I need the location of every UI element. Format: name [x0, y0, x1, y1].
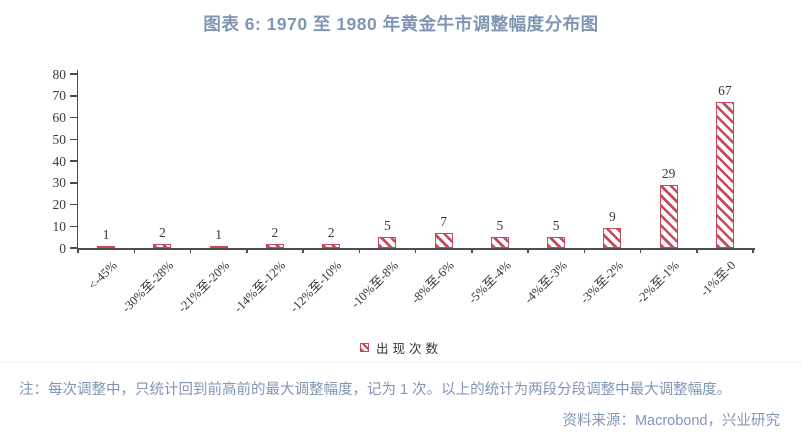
bar-value-label: 1 — [215, 226, 222, 242]
y-axis-tick — [70, 138, 78, 140]
bar — [490, 237, 509, 248]
note-text: 注：每次调整中，只统计回到前高前的最大调整幅度，记为 1 次。以上的统计为两段分… — [19, 382, 732, 398]
x-axis-label: -10%至-8% — [348, 258, 401, 311]
y-tick-label: 60 — [52, 110, 67, 125]
bar — [265, 243, 284, 248]
y-tick-label: 20 — [52, 197, 67, 212]
bar — [97, 245, 116, 248]
bar — [434, 232, 453, 248]
chart-title: 图表 6: 1970 至 1980 年黄金牛市调整幅度分布图 — [203, 14, 599, 34]
section-divider — [0, 362, 802, 363]
x-axis-tick — [133, 248, 135, 253]
x-axis-label: -3%至-2% — [577, 258, 626, 307]
x-axis-label: <-45% — [85, 258, 120, 293]
x-axis-tick — [527, 248, 529, 253]
y-axis-tick — [70, 225, 78, 227]
bar — [603, 228, 622, 248]
bar-value-label: 5 — [496, 218, 504, 234]
y-axis-tick — [70, 247, 78, 249]
bar — [547, 237, 566, 248]
y-axis-tick — [70, 116, 78, 119]
x-axis-label: -2%至-1% — [634, 258, 683, 307]
y-tick-label: 40 — [52, 153, 67, 169]
bar-value-label: 2 — [159, 224, 166, 240]
x-axis-tick — [77, 248, 79, 253]
x-axis-label: -5%至-4% — [465, 258, 514, 307]
bar — [153, 243, 172, 248]
y-tick-label: 0 — [59, 240, 66, 256]
x-axis-tick — [302, 248, 304, 253]
x-axis-tick — [583, 248, 585, 253]
legend: 出现次数 — [0, 338, 802, 357]
bar-value-label: 1 — [102, 226, 110, 242]
x-axis-label: -12%至-10% — [287, 258, 345, 316]
legend-hatched-square-icon — [359, 343, 369, 352]
y-tick-label: 80 — [52, 66, 67, 82]
source-text: 资料来源：Macrobond，兴业研究 — [562, 413, 780, 429]
bar-value-label: 9 — [609, 209, 616, 225]
y-tick-label: 70 — [52, 88, 67, 104]
x-axis-tick — [358, 248, 360, 253]
y-axis-tick — [70, 95, 78, 97]
bar-value-label: 2 — [271, 224, 279, 240]
y-tick-label: 50 — [52, 131, 67, 147]
bar — [715, 102, 734, 248]
y-tick-label: 30 — [52, 175, 67, 191]
x-axis-tick — [639, 248, 642, 253]
y-axis-line — [76, 70, 78, 250]
x-axis-tick — [471, 248, 473, 253]
x-axis-label: -14%至-12% — [231, 258, 289, 316]
bar — [659, 184, 678, 248]
bar-value-label: 7 — [440, 213, 447, 229]
legend-label: 出现次数 — [375, 342, 442, 356]
bar-value-label: 29 — [661, 165, 676, 181]
bar — [209, 245, 228, 248]
x-axis-tick — [752, 248, 754, 253]
y-axis-tick — [70, 73, 78, 75]
y-axis-tick — [70, 203, 78, 206]
y-axis-tick — [70, 182, 78, 184]
bar-value-label: 5 — [384, 218, 391, 234]
y-axis-tick — [70, 160, 78, 162]
bar-value-label: 2 — [327, 224, 335, 240]
x-axis-tick — [696, 248, 698, 253]
x-axis-tick — [246, 248, 248, 253]
x-axis-label: -1%至-0 — [697, 258, 739, 300]
x-axis-label: -21%至-20% — [175, 258, 233, 316]
bar-value-label: 5 — [552, 218, 560, 234]
x-axis-label: -8%至-6% — [409, 258, 458, 307]
bar — [322, 243, 341, 248]
x-axis-tick — [414, 248, 417, 253]
x-axis-label: -4%至-3% — [521, 258, 570, 307]
x-axis-tick — [189, 248, 192, 253]
bar-value-label: 67 — [718, 83, 732, 99]
bar — [378, 237, 397, 248]
y-tick-label: 10 — [52, 218, 67, 234]
x-axis-label: -30%至-28% — [118, 258, 176, 316]
